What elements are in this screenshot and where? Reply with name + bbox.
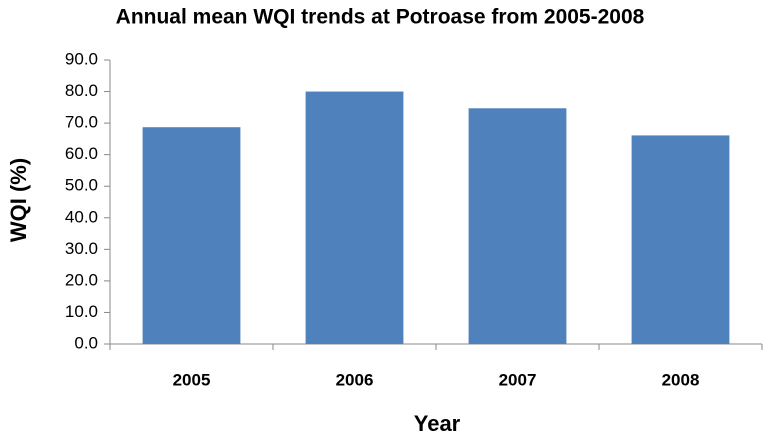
bar xyxy=(305,91,404,344)
y-tick-label: 50.0 xyxy=(65,176,98,195)
y-tick-label: 40.0 xyxy=(65,207,98,226)
y-tick-label: 70.0 xyxy=(65,113,98,132)
y-tick-label: 90.0 xyxy=(65,49,98,68)
bar xyxy=(142,127,241,344)
bar xyxy=(468,108,567,344)
y-tick-label: 30.0 xyxy=(65,239,98,258)
y-tick-label: 80.0 xyxy=(65,81,98,100)
y-tick-label: 10.0 xyxy=(65,302,98,321)
x-axis-title: Year xyxy=(414,411,461,436)
x-tick-label: 2006 xyxy=(336,370,374,389)
y-axis-title: WQI (%) xyxy=(6,158,31,242)
x-tick-label: 2007 xyxy=(499,370,537,389)
x-tick-label: 2008 xyxy=(662,370,700,389)
bar xyxy=(631,135,730,344)
chart-title: Annual mean WQI trends at Potroase from … xyxy=(116,6,645,29)
y-tick-label: 60.0 xyxy=(65,144,98,163)
x-tick-label: 2005 xyxy=(173,370,211,389)
y-tick-label: 0.0 xyxy=(74,333,98,352)
y-tick-label: 20.0 xyxy=(65,270,98,289)
